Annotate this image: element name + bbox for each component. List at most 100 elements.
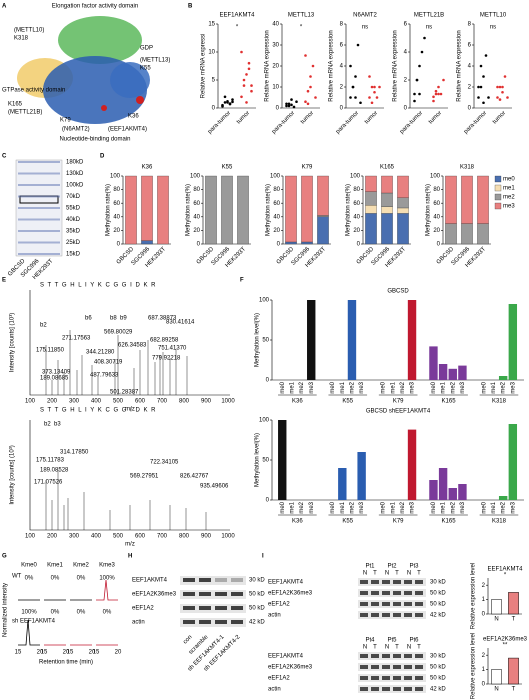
blot-band [415,613,423,617]
bar-segment [301,175,313,243]
dot [482,101,485,105]
blot-band [404,580,412,584]
y-axis-label: Relative mRNA expressi [201,34,207,99]
x-tick-label: 400 [91,399,102,405]
gel-band [18,184,60,186]
nt-label: T [395,571,399,577]
blot-band [231,578,243,582]
sub-label: me3 [460,501,466,513]
blot-band [415,580,423,584]
significance: ns [362,25,368,31]
structure-label: Elongation factor activity domain [52,4,138,10]
y-axis-label: Relative expression level [471,563,477,629]
y-tick-label: 20 [273,228,280,234]
structure-label: K79 [60,118,71,124]
blot-band [371,613,379,617]
x-tick-label: para-tumor [463,110,488,135]
y-axis-label: Intensity [counts] (10³) [10,313,16,372]
gel-band [18,207,60,209]
chart-title: METTL13 [288,13,315,19]
bar-segment [141,175,153,241]
bar [508,592,519,615]
marker-label: 100kD [66,183,84,189]
peak-label: b2 [44,422,51,428]
y-axis-label: Relative mRNA expression [329,30,335,101]
size-label: 42 kD [249,620,265,626]
significance: ** [503,643,508,649]
spectrum-peaks [45,330,207,530]
peak-label: b3 [54,422,61,428]
blot-band [199,578,211,582]
dot [245,73,248,76]
dot [370,85,374,89]
panel-label: B [188,4,193,10]
axis [271,420,524,501]
size-label: 30 kD [430,654,446,660]
y-tick-label: 6 [468,43,472,49]
blot-band [415,676,423,680]
dot [496,85,499,89]
blot [180,604,246,613]
y-axis-label: Normalized intensity [3,583,9,637]
axis [362,176,411,245]
marker-label: 70kD [66,194,81,200]
y-tick-label: 100 [259,298,270,304]
blot-band [371,676,379,680]
sub-label: me2 [501,501,507,513]
dot [309,85,312,89]
blot-band [215,620,227,624]
column-label: Kme2 [73,563,89,569]
sub-label: me2 [501,381,507,393]
dot [434,92,438,96]
sub-label: me3 [309,501,315,513]
bar-segment [397,213,409,245]
axis [473,24,512,109]
y-tick-label: 100 [190,174,201,180]
x-tick-label: 900 [201,534,212,540]
size-label: 50 kD [249,592,265,598]
x-tick-label: tumor [300,110,315,125]
bar-segment [141,240,153,245]
blot-band [415,665,423,669]
dot [240,50,243,54]
dot [311,64,315,68]
nt-label: N [363,645,367,651]
blot [358,663,426,671]
blot-band [371,602,379,606]
sub-label: me3 [309,381,315,393]
y-tick-label: 2 [404,78,408,84]
x-tick-label: K36 [292,399,303,405]
dot [309,75,312,78]
marker-label: 130kD [66,171,84,177]
x-tick-label: K79 [393,399,404,405]
blot-band [231,592,243,596]
sub-label: me2 [350,381,356,393]
gel-band [18,218,60,221]
y-axis-label: Methylation rate(%) [346,184,352,236]
dot [351,85,355,89]
nt-label: N [407,571,411,577]
dot [250,89,253,93]
structure-label: K318 [14,36,29,42]
dot [354,96,357,99]
peptide-sequence: S T T G H L I Y K C G G I D K R [40,283,156,289]
x-tick-label: 200 [47,534,58,540]
axis [29,290,230,396]
dot [423,36,426,40]
row-label: EEF1AKMT4 [268,580,304,586]
lane-label: con [182,634,193,645]
chart-title: METTL10 [480,13,507,19]
peptide-sequence: S T T G H L I Y K C G G I D K R [40,408,156,414]
sub-label: me3 [410,381,416,393]
bar [498,496,508,500]
sub-label: me1 [491,501,497,513]
blot-band [404,654,412,658]
dot [247,61,251,65]
blot-band [415,602,423,606]
blot-band [360,654,368,658]
peak-label: 830.41614 [166,320,195,326]
y-tick-label: 4 [404,50,408,56]
bar-segment [301,241,313,245]
blot-band [393,676,401,680]
dot [434,89,438,93]
